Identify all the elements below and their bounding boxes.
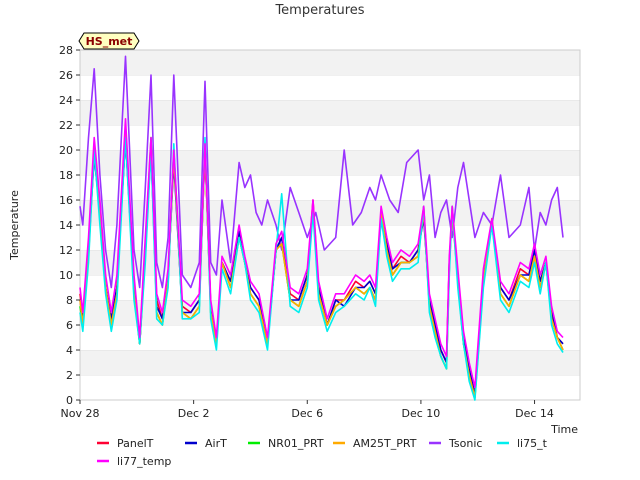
legend-item: PanelT [97, 437, 154, 450]
legend-label: AM25T_PRT [353, 437, 417, 450]
x-tick-label: Dec 6 [291, 407, 323, 420]
grid-band [80, 150, 580, 175]
legend-item: AirT [185, 437, 227, 450]
series-line-li77-temp [79, 118, 564, 389]
grid-band [80, 100, 580, 125]
y-tick-label: 14 [59, 219, 73, 232]
legend-label: li77_temp [117, 455, 171, 468]
y-tick-label: 20 [59, 144, 73, 157]
legend-label: li75_t [517, 437, 548, 450]
legend-label: Tsonic [448, 437, 482, 450]
legend-label: AirT [205, 437, 227, 450]
y-tick-label: 12 [59, 244, 73, 257]
y-tick-label: 2 [66, 369, 73, 382]
legend-label: NR01_PRT [268, 437, 324, 450]
grid-band [80, 50, 580, 75]
y-tick-label: 4 [66, 344, 73, 357]
legend-item: li77_temp [97, 455, 171, 468]
y-tick-label: 6 [66, 319, 73, 332]
station-badge: HS_met [78, 32, 140, 50]
chart-title: Temperatures [274, 3, 364, 18]
grid-band [80, 225, 580, 250]
x-axis-label: Time [550, 423, 578, 436]
legend: PanelT AirT NR01_PRT AM25T_PRT Tsonic li75_tl… [97, 437, 548, 468]
badge-shape [78, 32, 140, 50]
legend-item: AM25T_PRT [333, 437, 417, 450]
grid-band [80, 375, 580, 400]
y-tick-label: 16 [59, 194, 73, 207]
grid-band [80, 200, 580, 225]
grid-band [80, 350, 580, 375]
y-tick-label: 26 [59, 69, 73, 82]
legend-item: li75_t [497, 437, 548, 450]
y-tick-label: 28 [59, 44, 73, 57]
series-line-tsonic [79, 55, 564, 289]
x-tick-label: Dec 2 [178, 407, 210, 420]
x-tick-label: Nov 28 [61, 407, 100, 420]
badge-label: HS_met [86, 35, 133, 48]
legend-label: PanelT [117, 437, 154, 450]
legend-item: Tsonic [429, 437, 482, 450]
grid-band [80, 125, 580, 150]
y-tick-label: 10 [59, 269, 73, 282]
grid-band [80, 75, 580, 100]
legend-item: NR01_PRT [248, 437, 324, 450]
series-lines [79, 55, 564, 401]
x-axis-ticks: Nov 28 Dec 2 Dec 6 Dec 10 Dec 14 [61, 400, 554, 420]
grid-band [80, 325, 580, 350]
y-axis-label: Temperature [8, 190, 21, 261]
y-tick-label: 24 [59, 94, 73, 107]
y-tick-label: 8 [66, 294, 73, 307]
y-tick-label: 0 [66, 394, 73, 407]
x-tick-label: Dec 14 [515, 407, 554, 420]
y-tick-label: 18 [59, 169, 73, 182]
x-tick-label: Dec 10 [402, 407, 441, 420]
y-tick-label: 22 [59, 119, 73, 132]
